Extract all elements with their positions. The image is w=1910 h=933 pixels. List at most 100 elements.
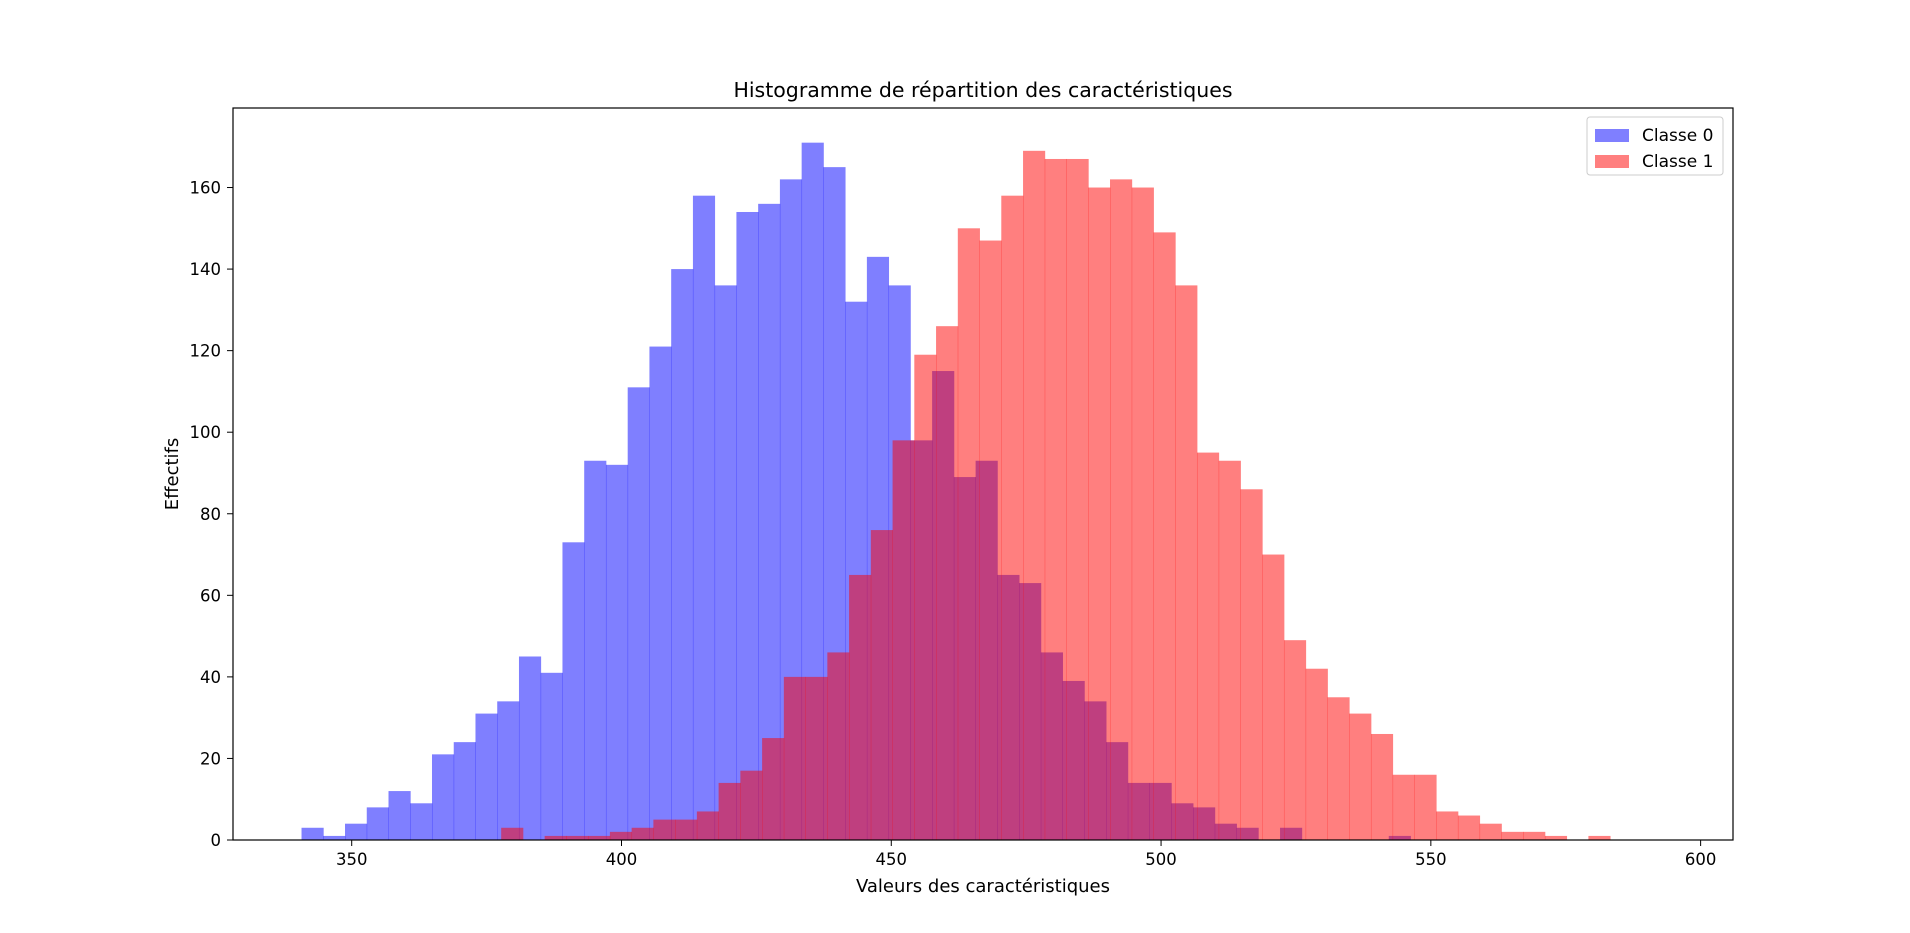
bar	[1588, 835, 1611, 840]
chart-title: Histogramme de répartition des caractéri…	[733, 78, 1232, 102]
x-axis: 350 400 450 500 550 600	[336, 840, 1716, 869]
bar	[805, 676, 828, 840]
bar	[827, 652, 850, 840]
bar	[1066, 158, 1089, 841]
bar	[1436, 811, 1459, 840]
bar	[631, 827, 654, 840]
bar	[1110, 179, 1133, 841]
x-tick-label: 350	[336, 850, 368, 869]
bar	[740, 770, 763, 840]
bar	[783, 676, 806, 840]
bar	[497, 701, 520, 840]
y-tick-label: 80	[200, 505, 221, 524]
x-tick-label: 550	[1415, 850, 1447, 869]
bar	[1044, 158, 1067, 841]
bar	[1544, 835, 1568, 840]
bar	[518, 656, 542, 840]
bar	[1218, 460, 1241, 840]
bar	[1457, 815, 1481, 840]
bar	[562, 542, 585, 840]
bar	[588, 835, 611, 840]
bar	[979, 240, 1002, 841]
y-tick-label: 160	[190, 179, 222, 198]
bar	[584, 460, 607, 840]
bar	[1196, 452, 1220, 840]
bar	[1305, 668, 1328, 840]
bar	[762, 738, 785, 840]
bar	[1479, 823, 1502, 840]
bar	[736, 211, 759, 840]
legend-label: Classe 0	[1642, 126, 1713, 146]
bar	[1370, 733, 1394, 840]
bar	[1327, 697, 1350, 840]
bar	[1392, 774, 1415, 840]
bar	[758, 203, 781, 840]
bar	[653, 819, 676, 840]
bar	[1501, 831, 1524, 840]
x-tick-label: 400	[606, 850, 638, 869]
bar	[605, 464, 629, 840]
y-tick-label: 20	[200, 749, 221, 768]
y-tick-label: 60	[200, 586, 221, 605]
x-tick-label: 450	[876, 850, 908, 869]
y-tick-label: 100	[190, 423, 222, 442]
x-tick-label: 500	[1145, 850, 1177, 869]
bar	[1088, 187, 1111, 841]
bar	[914, 354, 937, 840]
y-axis-title: Effectifs	[162, 438, 183, 511]
plot-frame	[232, 107, 1734, 841]
bar	[714, 285, 737, 840]
bar	[1023, 150, 1046, 840]
bar	[870, 530, 893, 840]
bar	[1262, 554, 1285, 840]
y-axis: 0 20 40 60 80 100 120 140 160	[190, 179, 233, 850]
bar	[936, 326, 959, 840]
bar	[957, 228, 980, 840]
bar	[366, 807, 389, 840]
bars-layer	[301, 142, 1611, 841]
bar	[501, 827, 524, 840]
series-1	[501, 150, 1611, 841]
bar	[540, 672, 563, 840]
bar	[388, 791, 411, 840]
bar	[345, 823, 368, 840]
bar	[1175, 285, 1198, 840]
bar	[801, 142, 824, 840]
bar	[1283, 640, 1307, 840]
x-tick-label: 600	[1685, 850, 1717, 869]
bar	[718, 782, 741, 840]
bar	[1349, 713, 1372, 840]
bar	[779, 179, 803, 841]
bar	[301, 827, 324, 840]
legend-swatch	[1595, 155, 1629, 168]
bar	[1131, 187, 1154, 841]
bar	[692, 195, 716, 840]
bar	[431, 754, 455, 840]
bar	[675, 819, 698, 840]
y-tick-label: 40	[200, 668, 221, 687]
bar	[627, 387, 650, 840]
bar	[671, 269, 694, 840]
bar	[696, 811, 720, 840]
x-axis-title: Valeurs des caractéristiques	[856, 876, 1110, 897]
y-tick-label: 140	[190, 260, 222, 279]
bar	[849, 574, 872, 840]
bar	[1001, 195, 1024, 840]
bar	[566, 835, 589, 840]
bar	[323, 835, 346, 840]
bar	[475, 713, 498, 840]
legend-label: Classe 1	[1642, 152, 1713, 172]
y-tick-label: 0	[211, 831, 222, 850]
bar	[1523, 831, 1546, 840]
bar	[410, 803, 433, 840]
bar	[1414, 774, 1437, 840]
y-tick-label: 120	[190, 342, 222, 361]
bar	[453, 742, 476, 840]
bar	[609, 831, 633, 840]
bar	[1240, 489, 1263, 840]
bar	[544, 835, 567, 840]
bar	[1153, 232, 1176, 840]
legend-swatch	[1595, 129, 1629, 142]
